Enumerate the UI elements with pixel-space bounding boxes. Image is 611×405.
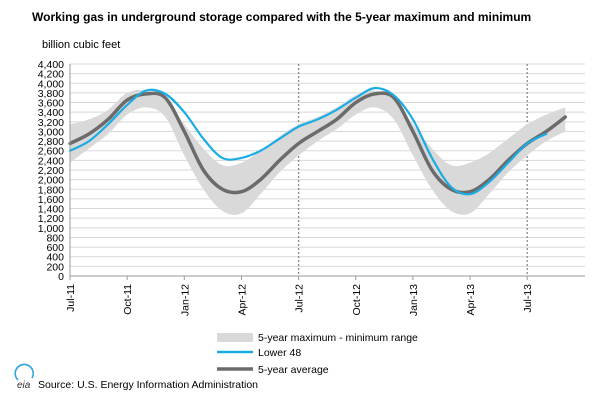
y-tick-label: 3,000 [38, 126, 64, 138]
series-lower48-line [68, 86, 548, 196]
x-tick-label: Jul-13 [522, 284, 534, 313]
x-tick-label: Oct-12 [351, 284, 363, 316]
series-lines-layer [68, 86, 568, 196]
y-tick-label: 4,000 [38, 78, 64, 90]
x-tick-label: Jul-11 [65, 284, 77, 312]
source-note: Source: U.S. Energy Information Administ… [38, 379, 258, 391]
footer: eia Source: U.S. Energy Information Admi… [14, 363, 258, 391]
x-tick-labels: Jul-11 Oct-11 Jan-12 Apr-12 Jul-12 Oct-12 Jan-… [65, 284, 534, 316]
range-band-layer [70, 89, 566, 215]
logo-text: eia [17, 380, 31, 391]
y-tick-label: 1,200 [38, 213, 64, 225]
y-tick-label: 800 [46, 232, 64, 244]
y-tick-label: 4,200 [38, 69, 64, 81]
logo-swoosh [14, 363, 35, 381]
range-band [70, 89, 566, 215]
y-tick-label: 2,600 [38, 146, 64, 158]
y-tick-label: 1,400 [38, 204, 64, 216]
y-tick-label: 4,400 [38, 59, 64, 71]
legend: 5-year maximum - minimum range Lower 48 … [217, 332, 418, 376]
x-tick-label: Oct-11 [122, 284, 134, 315]
legend-lower48-label: Lower 48 [258, 347, 301, 359]
series-5yr-average-line [68, 91, 568, 195]
axes [69, 64, 585, 280]
y-axis-label: billion cubic feet [42, 39, 120, 51]
y-tick-label: 1,000 [38, 223, 64, 235]
y-tick-label: 400 [46, 252, 64, 264]
y-tick-label: 3,800 [38, 88, 64, 100]
y-tick-label: 0 [58, 271, 64, 283]
vertical-markers [297, 64, 528, 276]
y-tick-label: 2,000 [38, 175, 64, 187]
x-tick-label: Jan-12 [179, 284, 191, 316]
y-tick-label: 3,200 [38, 117, 64, 129]
x-tick-label: Jan-13 [408, 284, 420, 316]
x-tick-label: Apr-12 [236, 284, 248, 316]
y-tick-label: 2,400 [38, 155, 64, 167]
x-tick-label: Apr-13 [465, 284, 477, 316]
legend-avg-label: 5-year average [258, 364, 329, 376]
y-tick-label: 3,600 [38, 98, 64, 110]
chart-title: Working gas in underground storage compa… [32, 10, 531, 24]
y-tick-label: 200 [46, 261, 64, 273]
y-tick-label: 1,800 [38, 184, 64, 196]
x-tick-label: Jul-12 [294, 284, 306, 313]
y-tick-labels: 02004006008001,0001,2001,4001,6001,8002,… [38, 59, 64, 283]
legend-band-label: 5-year maximum - minimum range [258, 332, 418, 344]
eia-logo: eia [14, 363, 35, 391]
y-tick-label: 2,200 [38, 165, 64, 177]
y-tick-label: 600 [46, 242, 64, 254]
y-tick-label: 1,600 [38, 194, 64, 206]
y-tick-label: 2,800 [38, 136, 64, 148]
y-tick-label: 3,400 [38, 107, 64, 119]
legend-band-swatch [217, 333, 253, 342]
